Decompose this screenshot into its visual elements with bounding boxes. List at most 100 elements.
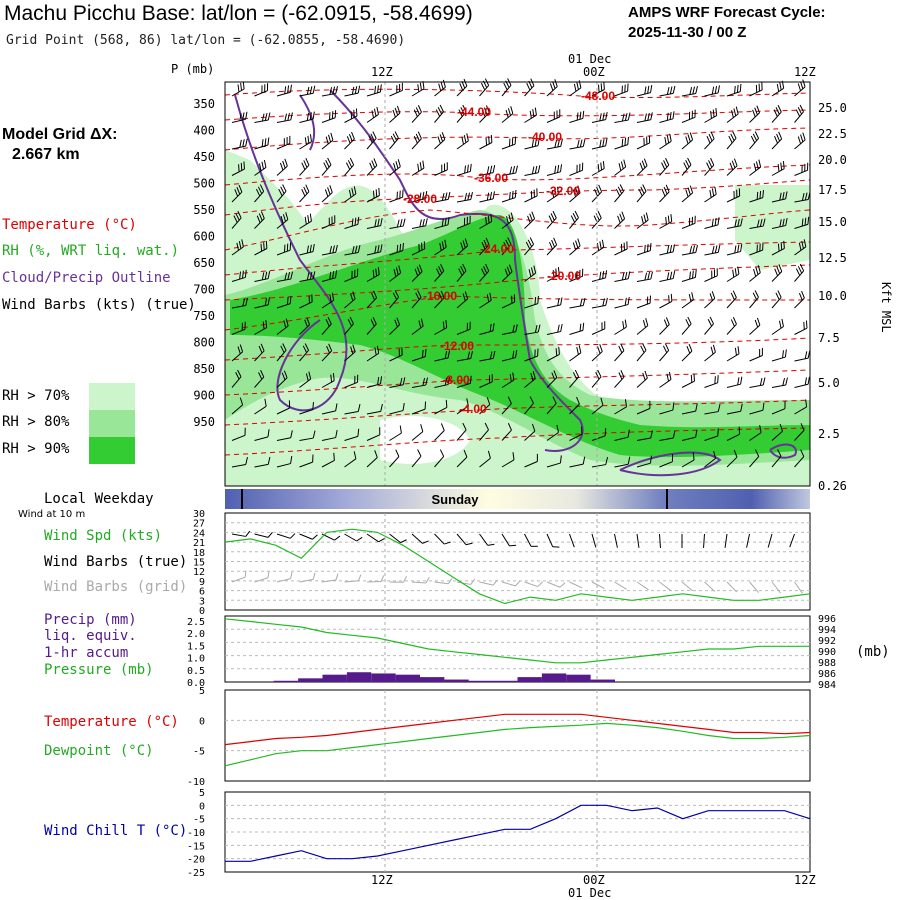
temperature-panel	[224, 689, 811, 782]
wind-barb	[366, 187, 380, 203]
wind-barb-grid	[231, 570, 247, 583]
wind-barb	[479, 397, 491, 415]
wind-barb	[524, 237, 535, 256]
wind-barb	[231, 297, 248, 309]
wind-barb	[321, 429, 338, 441]
top-tick-12z-a: 12Z	[371, 65, 393, 79]
wind-barb	[299, 402, 314, 415]
wind-barb	[794, 350, 811, 362]
wind-barb	[636, 430, 653, 441]
wind-barb	[726, 290, 737, 309]
wind-barb	[411, 377, 429, 388]
wind-barb	[344, 316, 354, 335]
wind-barb	[569, 297, 586, 309]
wind-barb-grid	[389, 576, 408, 583]
axis-tick: 992	[818, 636, 836, 647]
wind-barb	[254, 184, 265, 203]
wind-barb	[231, 184, 243, 203]
wind-barb	[321, 110, 337, 123]
wind-barb	[231, 321, 246, 335]
precip-bar	[298, 678, 323, 682]
wind-barb	[434, 239, 447, 256]
wind-barb	[726, 106, 739, 123]
wind-barb	[524, 453, 538, 468]
wind-barb	[591, 112, 608, 123]
wind-barb	[704, 244, 721, 256]
top-date-label: 01 Dec	[568, 52, 612, 66]
wind-barb	[681, 244, 698, 256]
wind-barb	[479, 191, 495, 203]
wind-barb	[366, 316, 377, 335]
wind-barb	[726, 131, 737, 150]
wind-barb	[389, 265, 402, 282]
wind-barb	[524, 211, 536, 229]
wind-barb	[344, 374, 359, 388]
wind-barb	[254, 429, 270, 441]
wind-barb	[569, 426, 583, 441]
wind-barb	[569, 162, 584, 176]
precip-bar	[420, 677, 445, 682]
wind-barb	[591, 344, 603, 362]
wind-barb	[501, 396, 512, 415]
wind-barb	[659, 184, 670, 203]
wind-barb	[726, 317, 737, 335]
height-tick: 25.0	[818, 101, 847, 115]
wind-barb	[546, 455, 562, 468]
wind-barb	[659, 157, 670, 176]
wind-barb	[321, 403, 338, 415]
wind-barb	[254, 240, 268, 256]
wind-barb	[501, 349, 518, 362]
wind-barb	[546, 297, 563, 309]
wind-barb	[704, 450, 717, 468]
wind-barb	[366, 290, 378, 309]
swatch-rh70	[89, 383, 135, 410]
wind-barb	[614, 159, 627, 176]
wind-barb	[524, 423, 536, 441]
axis-tick: -5	[193, 815, 205, 826]
wind-barb	[749, 402, 765, 415]
axis-tick: -5	[193, 747, 205, 758]
wind-barb	[411, 241, 426, 256]
wind-barb-true	[789, 533, 795, 548]
wind-barb	[456, 291, 469, 309]
wind-barb	[254, 112, 271, 123]
axis-tick: 6	[199, 587, 205, 598]
wind-barb	[524, 296, 539, 309]
wind-barb	[524, 137, 540, 150]
axis-tick: 986	[818, 669, 836, 680]
wind-barb	[681, 343, 693, 362]
wind-barb	[794, 320, 808, 335]
wind-barb	[389, 131, 399, 150]
wind-barb	[749, 159, 762, 176]
wind-barb	[479, 450, 491, 468]
wind-barb	[636, 184, 647, 203]
wind-barb	[299, 111, 315, 123]
wind-barb	[479, 165, 496, 176]
legend-rh70: RH > 70%	[2, 388, 70, 404]
wind-barb	[434, 290, 445, 309]
wind-barb	[411, 264, 423, 282]
wind-barb-grid	[726, 581, 738, 593]
dewpoint-label: Dewpoint (°C)	[44, 743, 154, 759]
wind-barb	[681, 403, 698, 415]
axis-tick: -15	[187, 841, 205, 852]
wind-barb	[231, 427, 246, 441]
wind-barb-true	[231, 530, 251, 537]
wind-barb	[794, 399, 808, 415]
wind-barb	[726, 376, 743, 388]
wind-barb-true	[659, 533, 661, 549]
wind-barb	[366, 450, 378, 468]
wind-barb	[366, 158, 378, 176]
top-tick-12z-b: 12Z	[794, 65, 816, 79]
wind-barb	[681, 316, 692, 335]
wind-barb	[569, 138, 586, 150]
liq-equiv-label: liq. equiv.	[44, 628, 137, 644]
wind-barb-true	[479, 533, 495, 546]
wind-barb	[321, 244, 338, 256]
wind-barb	[726, 426, 741, 441]
wind-barb	[749, 347, 763, 362]
wind-barb	[771, 401, 786, 415]
wind-barb	[681, 85, 698, 97]
wind-barb-grid	[614, 581, 627, 590]
axis-tick: 1.0	[187, 654, 205, 665]
